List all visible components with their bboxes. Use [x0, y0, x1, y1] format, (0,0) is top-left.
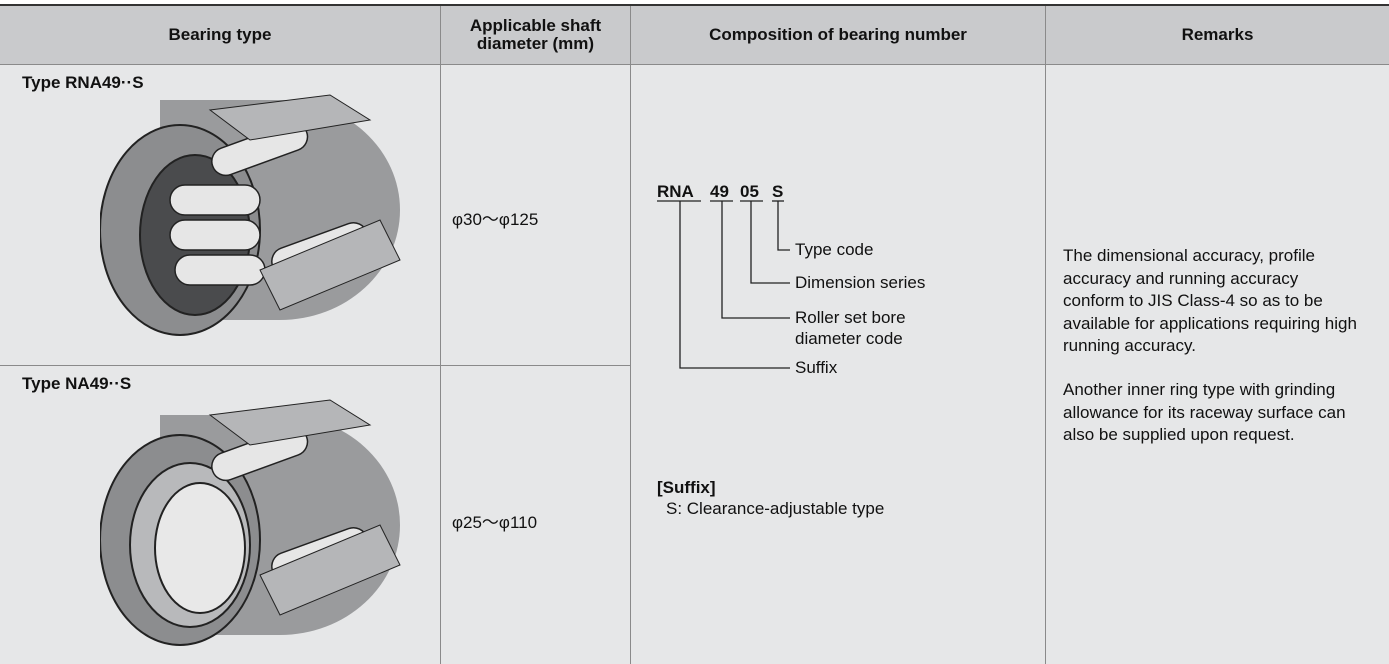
composition-diagram	[657, 200, 790, 369]
header-text: Bearing type	[168, 25, 272, 44]
suffix-title: [Suffix]	[657, 478, 716, 497]
header-cell: Bearing type	[0, 6, 440, 64]
row-border	[0, 365, 630, 366]
header-text: Composition of bearing number	[709, 25, 967, 44]
code-part: 49	[710, 182, 729, 201]
code-part: 05	[740, 182, 759, 201]
code-label: Dimension series	[795, 273, 926, 292]
code-part: RNA	[657, 182, 694, 201]
header-cell: Applicable shaft diameter (mm)	[441, 6, 630, 64]
code-label: Roller set bore diameter code	[795, 308, 906, 348]
header-cell: Composition of bearing number	[631, 6, 1045, 64]
header-text: Applicable shaft diameter (mm)	[469, 16, 602, 53]
header-text: Remarks	[1181, 25, 1254, 44]
code-label: Type code	[795, 240, 874, 259]
bearing-type: Type NA49··S	[22, 374, 132, 393]
bearing-illustration	[100, 94, 401, 336]
code-label: Suffix	[795, 358, 838, 377]
suffix-text: S: Clearance-adjustable type	[666, 499, 885, 518]
bearing-illustration	[100, 399, 401, 646]
remark: The dimensional accuracy, profile accura…	[1063, 246, 1357, 355]
header-cell: Remarks	[1046, 6, 1389, 64]
bearing-type: Type RNA49··S	[22, 73, 144, 92]
shaft-diameter: φ30～φ125	[452, 210, 539, 229]
column-border	[630, 6, 631, 664]
column-border	[1045, 6, 1046, 664]
remark: Another inner ring type with grinding al…	[1063, 380, 1346, 444]
shaft-diameter: φ25～φ110	[452, 513, 538, 532]
row-border	[0, 64, 1389, 65]
top-border	[0, 4, 1389, 6]
column-border	[440, 6, 441, 664]
code-part: S	[772, 182, 784, 201]
